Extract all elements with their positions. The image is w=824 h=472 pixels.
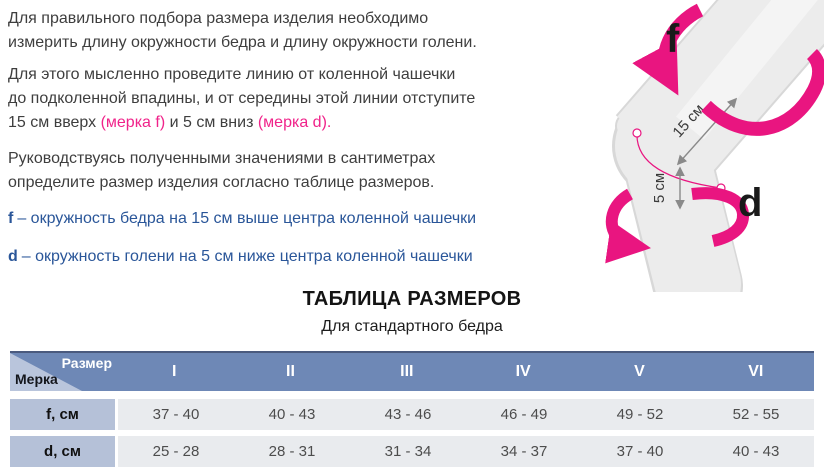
definition-letter: d <box>8 248 18 265</box>
table-cell: 43 - 46 <box>384 406 432 423</box>
calf-circumference-arrow <box>605 187 749 264</box>
text-line: до подколенной впадины, и от середины эт… <box>8 90 476 107</box>
size-table-title: ТАБЛИЦА РАЗМЕРОВ <box>302 288 522 310</box>
intro-paragraph-1: Для правильного подбора размера изделия … <box>8 7 574 55</box>
table-cell: 31 - 34 <box>384 443 432 460</box>
mark-d-label: (мерка d). <box>257 114 332 131</box>
definition-letter: f <box>8 210 14 227</box>
dim-arrow-15cm <box>676 97 738 166</box>
table-cell: 25 - 28 <box>152 443 200 460</box>
text-line: измерить длину окружности бедра и длину … <box>8 34 477 51</box>
table-header-row: Размер Мерка I II III IV V VI <box>10 351 814 391</box>
definition-text: – окружность бедра на 15 см выше центра … <box>17 210 477 227</box>
corner-label-size: Размер <box>61 355 112 371</box>
text-line: 15 см вверх (мерка f) и 5 см вниз (мерка… <box>8 111 574 135</box>
thigh-circumference-arrow <box>632 3 824 136</box>
table-cell: 37 - 40 <box>152 406 200 423</box>
definition-d: d – окружность голени на 5 см ниже центра… <box>8 246 574 268</box>
table-cell: 28 - 31 <box>268 443 316 460</box>
intro-paragraph-3: Руководствуясь полученными значениями в … <box>8 147 574 195</box>
column-header-1: I <box>171 363 177 380</box>
definition-text: – окружность голени на 5 см ниже центра … <box>21 248 473 265</box>
intro-paragraph-2: Для этого мысленно проведите линию от ко… <box>8 63 574 135</box>
diagram-label-d: d <box>738 181 762 225</box>
size-table: Размер Мерка I II III IV V VI f, см 37 -… <box>10 351 814 467</box>
row-label-f: f, см <box>10 399 115 430</box>
column-header-2: II <box>286 363 295 380</box>
text-line: Руководствуясь полученными значениями в … <box>8 150 436 167</box>
text-line: Для правильного подбора размера изделия … <box>8 10 429 27</box>
table-cell: 40 - 43 <box>732 443 780 460</box>
size-table-subtitle: Для стандартного бедра <box>321 318 503 335</box>
column-header-4: IV <box>515 363 531 380</box>
text-line: Для этого мысленно проведите линию от ко… <box>8 66 456 83</box>
text-segment: и 5 см вниз <box>165 114 258 131</box>
table-row-d: d, см 25 - 28 28 - 31 31 - 34 34 - 37 37… <box>10 436 814 467</box>
table-corner-cell: Размер Мерка <box>10 353 116 391</box>
table-cell: 46 - 49 <box>500 406 548 423</box>
row-label-d: d, см <box>10 436 115 467</box>
table-cell: 40 - 43 <box>268 406 316 423</box>
dim-label-5cm: 5 см <box>651 173 668 203</box>
table-cell: 49 - 52 <box>616 406 664 423</box>
row-values-d: 25 - 28 28 - 31 31 - 34 34 - 37 37 - 40 … <box>118 436 814 467</box>
table-cell: 52 - 55 <box>732 406 780 423</box>
column-header-5: V <box>634 363 645 380</box>
text-line: определите размер изделия согласно табли… <box>8 174 435 191</box>
column-header-3: III <box>400 363 414 380</box>
text-segment: 15 см вверх <box>8 114 101 131</box>
mark-f-label: (мерка f) <box>100 114 166 131</box>
table-cell: 34 - 37 <box>500 443 548 460</box>
table-cell: 37 - 40 <box>616 443 664 460</box>
corner-label-measure: Мерка <box>15 371 58 387</box>
diagram-label-f: f <box>666 17 680 61</box>
table-row-f: f, см 37 - 40 40 - 43 43 - 46 46 - 49 49… <box>10 399 814 430</box>
definition-f: f – окружность бедра на 15 см выше центра… <box>8 208 574 230</box>
row-values-f: 37 - 40 40 - 43 43 - 46 46 - 49 49 - 52 … <box>118 399 814 430</box>
column-header-6: VI <box>748 363 764 380</box>
knee-measurement-illustration: 15 см 5 см f d <box>605 0 824 292</box>
